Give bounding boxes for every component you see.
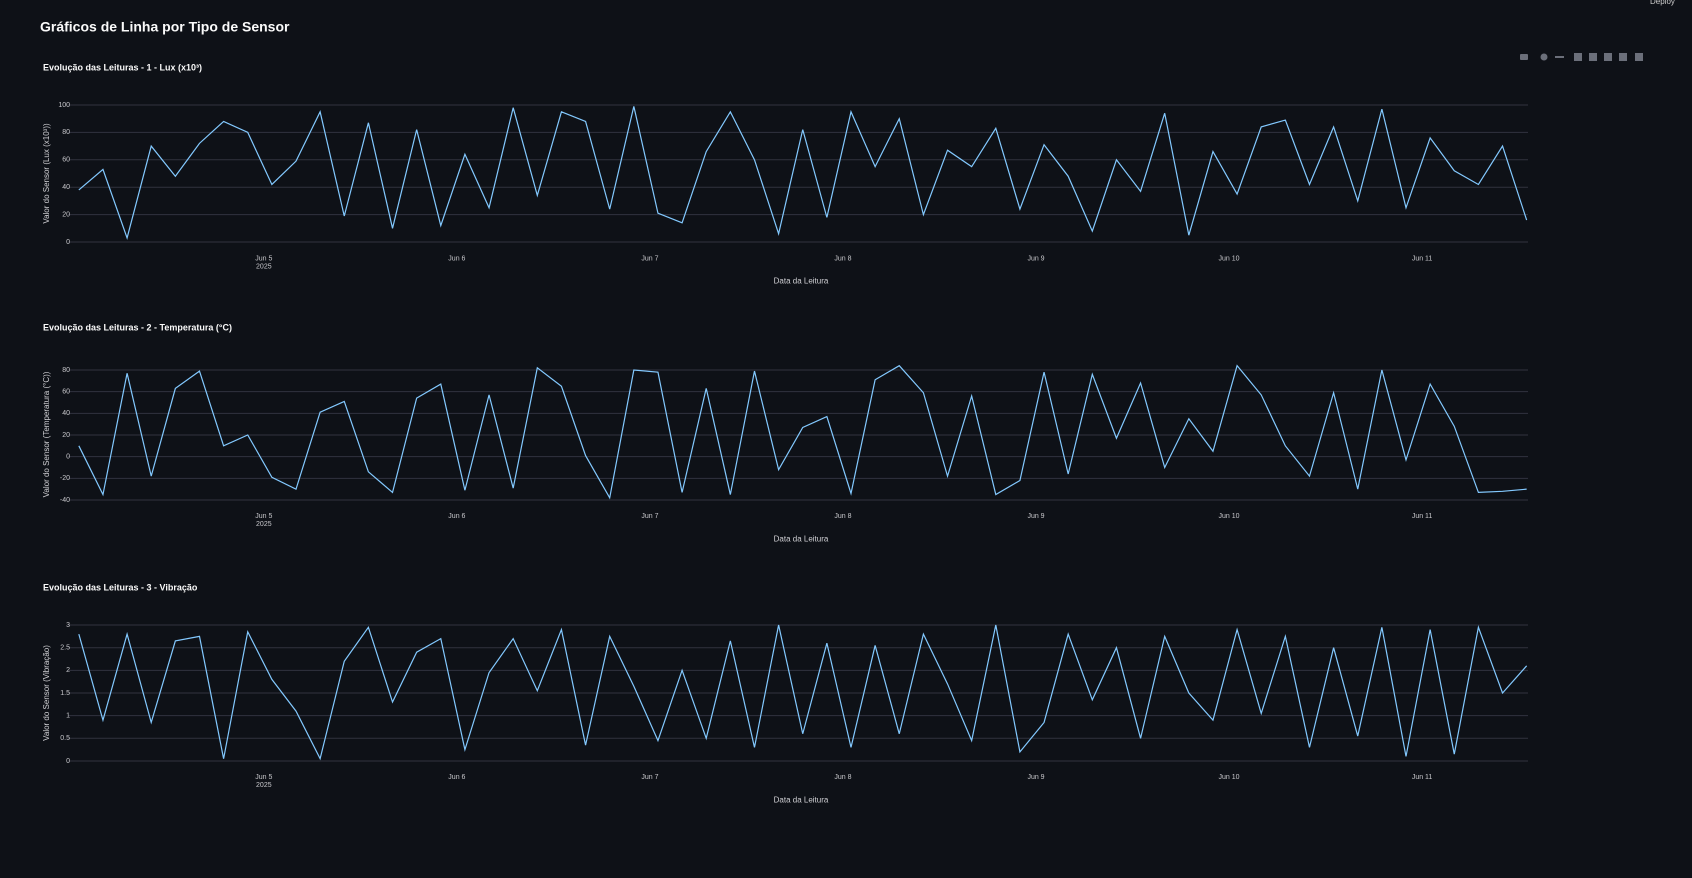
y-tick-label: 20 [62, 432, 70, 439]
x-tick-label: Jun 7 [641, 513, 658, 520]
y-tick-label: 0 [66, 239, 70, 246]
x-tick-label: Jun 10 [1219, 774, 1240, 781]
y-tick-label: 2.5 [60, 645, 70, 652]
y-tick-label: 60 [62, 389, 70, 396]
x-axis-title: Data da Leitura [774, 277, 829, 286]
x-tick-label: Jun 9 [1027, 513, 1044, 520]
sensor-line [78, 106, 1528, 240]
pan-icon[interactable] [1555, 56, 1564, 58]
y-tick-label: 60 [62, 157, 70, 164]
zoom-icon[interactable] [1540, 53, 1548, 61]
y-tick-label: 0.5 [60, 735, 70, 742]
zoom-out-icon[interactable] [1589, 53, 1597, 61]
x-tick-year: 2025 [256, 782, 272, 789]
x-tick-label: Jun 10 [1219, 513, 1240, 520]
x-tick-label: Jun 7 [641, 774, 658, 781]
x-tick-year: 2025 [256, 521, 272, 528]
y-tick-label: 0 [66, 453, 70, 460]
fullscreen-icon[interactable] [1635, 53, 1643, 61]
x-tick-label: Jun 9 [1027, 255, 1044, 262]
chart-title: Evolução das Leituras - 2 - Temperatura … [43, 322, 232, 332]
y-axis-title: Valor do Sensor (Vibração) [42, 645, 51, 741]
x-axis-title: Data da Leitura [774, 796, 829, 805]
y-tick-label: 1.5 [60, 690, 70, 697]
x-tick-label: Jun 8 [834, 774, 851, 781]
x-tick-label: Jun 8 [834, 513, 851, 520]
y-tick-label: 40 [62, 184, 70, 191]
x-tick-label: Jun 9 [1027, 774, 1044, 781]
x-tick-label: Jun 10 [1219, 255, 1240, 262]
y-tick-label: 20 [62, 211, 70, 218]
chart-title: Evolução das Leituras - 1 - Lux (x10³) [43, 62, 202, 72]
x-tick-label: Jun 11 [1412, 513, 1433, 520]
chart-title: Evolução das Leituras - 3 - Vibração [43, 582, 198, 592]
sensor-line [78, 364, 1527, 500]
x-tick-label: Jun 6 [448, 774, 465, 781]
autoscale-icon[interactable] [1604, 53, 1612, 61]
y-axis-title: Valor do Sensor (Lux (x10³)) [42, 123, 51, 224]
x-tick-label: Jun 7 [641, 255, 658, 262]
y-tick-label: 0 [66, 758, 70, 765]
x-tick-year: 2025 [256, 263, 272, 270]
sensor-line [78, 624, 1528, 761]
page-title: Gráficos de Linha por Tipo de Sensor [40, 19, 290, 35]
x-axis-title: Data da Leitura [774, 535, 829, 544]
x-tick-label: Jun 5 [255, 774, 272, 781]
x-tick-label: Jun 6 [448, 255, 465, 262]
y-tick-label: 40 [62, 410, 70, 417]
x-tick-label: Jun 5 [255, 255, 272, 262]
y-tick-label: -20 [60, 475, 70, 482]
y-tick-label: 3 [66, 622, 70, 629]
x-tick-label: Jun 8 [834, 255, 851, 262]
y-tick-label: -40 [60, 497, 70, 504]
y-tick-label: 80 [62, 367, 70, 374]
chart-toolbar [1520, 53, 1643, 61]
y-tick-label: 80 [62, 129, 70, 136]
y-tick-label: 1 [66, 712, 70, 719]
x-tick-label: Jun 6 [448, 513, 465, 520]
x-tick-label: Jun 11 [1412, 255, 1433, 262]
y-tick-label: 2 [66, 667, 70, 674]
zoom-in-icon[interactable] [1574, 53, 1582, 61]
deploy-button[interactable]: Deploy [1650, 0, 1675, 6]
x-tick-label: Jun 11 [1412, 774, 1433, 781]
x-tick-label: Jun 5 [255, 513, 272, 520]
y-tick-label: 100 [58, 102, 70, 109]
camera-icon[interactable] [1520, 54, 1528, 60]
reset-icon[interactable] [1619, 53, 1627, 61]
y-axis-title: Valor do Sensor (Temperatura (°C)) [42, 371, 51, 497]
